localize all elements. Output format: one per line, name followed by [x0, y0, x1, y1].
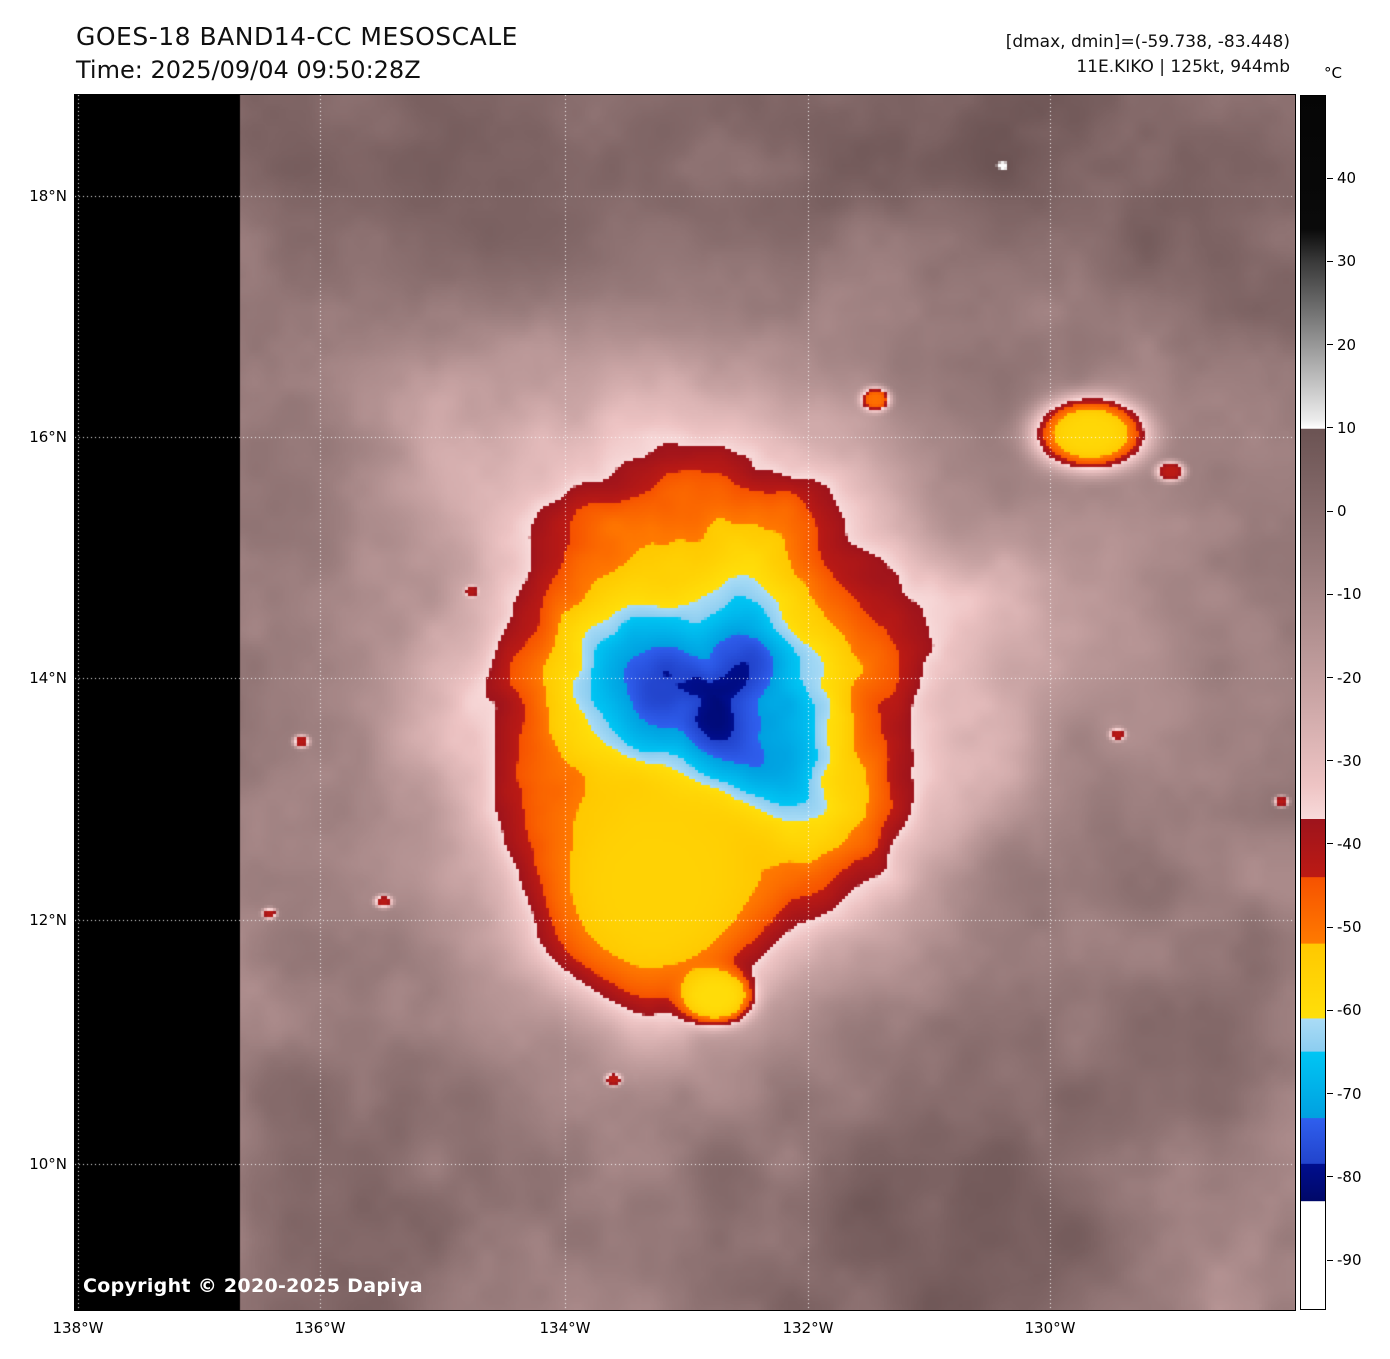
- colorbar-tick-mark: [1327, 1176, 1333, 1178]
- colorbar-tick-mark: [1327, 260, 1333, 262]
- colorbar-tick-label: -60: [1337, 1001, 1362, 1020]
- lon-tick-label: 136°W: [294, 1319, 346, 1337]
- temperature-colorbar: [1300, 95, 1326, 1310]
- colorbar-tick-label: 0: [1337, 502, 1347, 521]
- dmax-dmin-readout: [dmax, dmin]=(-59.738, -83.448): [1005, 32, 1290, 52]
- satellite-plot-area: Copyright © 2020-2025 Dapiya: [74, 94, 1296, 1311]
- colorbar-tick-label: 40: [1337, 169, 1357, 188]
- lat-tick-label: 14°N: [29, 669, 67, 687]
- colorbar-tick-label: -30: [1337, 751, 1362, 770]
- colorbar-tick-mark: [1327, 677, 1333, 679]
- colorbar-tick-mark: [1327, 427, 1333, 429]
- colorbar-tick-mark: [1327, 1009, 1333, 1011]
- satellite-image: [75, 95, 1295, 1310]
- colorbar-tick-mark: [1327, 760, 1333, 762]
- colorbar-tick-label: -40: [1337, 834, 1362, 853]
- colorbar-tick-label: 10: [1337, 418, 1357, 437]
- colorbar-tick-label: 20: [1337, 335, 1357, 354]
- colorbar-tick-mark: [1327, 177, 1333, 179]
- storm-info: 11E.KIKO | 125kt, 944mb: [1076, 57, 1290, 77]
- lon-tick-label: 132°W: [782, 1319, 834, 1337]
- colorbar-tick-label: 30: [1337, 252, 1357, 271]
- lat-tick-label: 16°N: [29, 428, 67, 446]
- colorbar-tick-label: -80: [1337, 1167, 1362, 1186]
- lat-tick-label: 10°N: [29, 1155, 67, 1173]
- lon-tick-label: 130°W: [1024, 1319, 1076, 1337]
- colorbar-tick-mark: [1327, 510, 1333, 512]
- colorbar-tick-label: -90: [1337, 1251, 1362, 1270]
- colorbar-tick-label: -10: [1337, 585, 1362, 604]
- lat-tick-label: 12°N: [29, 911, 67, 929]
- colorbar-tick-mark: [1327, 344, 1333, 346]
- colorbar-tick-label: -50: [1337, 918, 1362, 937]
- copyright-watermark: Copyright © 2020-2025 Dapiya: [83, 1275, 423, 1297]
- colorbar-tick-mark: [1327, 593, 1333, 595]
- colorbar-tick-label: -70: [1337, 1084, 1362, 1103]
- colorbar-unit-label: °C: [1324, 64, 1342, 82]
- lon-tick-label: 134°W: [539, 1319, 591, 1337]
- colorbar-tick-mark: [1327, 1093, 1333, 1095]
- page-title: GOES-18 BAND14-CC MESOSCALE: [76, 22, 518, 51]
- lon-tick-label: 138°W: [52, 1319, 104, 1337]
- colorbar-tick-label: -20: [1337, 668, 1362, 687]
- colorbar-tick-mark: [1327, 1259, 1333, 1261]
- lat-tick-label: 18°N: [29, 187, 67, 205]
- colorbar-tick-mark: [1327, 926, 1333, 928]
- timestamp: Time: 2025/09/04 09:50:28Z: [76, 56, 421, 84]
- colorbar-tick-mark: [1327, 843, 1333, 845]
